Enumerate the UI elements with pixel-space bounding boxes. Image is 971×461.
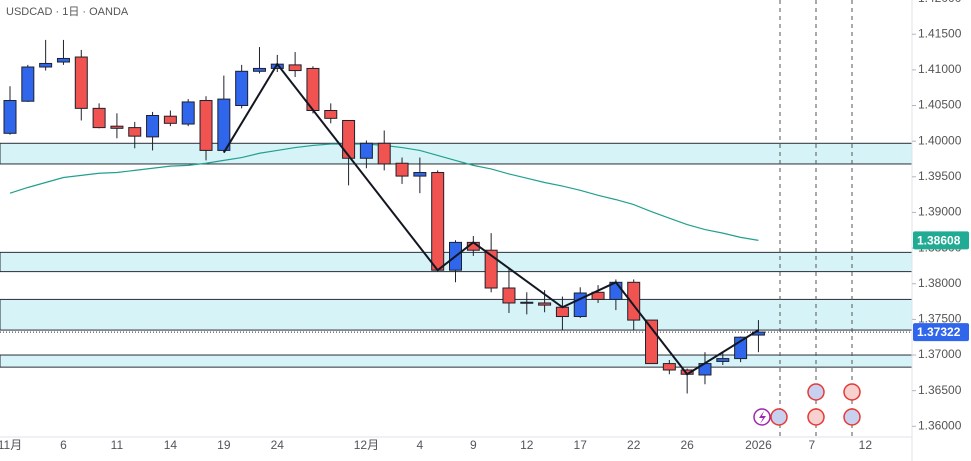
y-tick-label: 1.38000 — [918, 276, 962, 290]
zone — [0, 298, 913, 331]
price-label: 1.38608 — [917, 234, 961, 248]
y-tick-label: 1.37000 — [918, 347, 962, 361]
candle-body — [716, 358, 730, 362]
y-tick-label: 1.41500 — [918, 26, 962, 40]
y-tick-label: 1.39000 — [918, 205, 962, 219]
x-tick-label: 11月 — [0, 438, 22, 452]
candle-body — [74, 56, 88, 109]
event-icon[interactable] — [807, 408, 825, 426]
y-tick-label: 1.36500 — [918, 383, 962, 397]
candle-body — [217, 98, 231, 151]
chart-title: USDCAD · 1日 · OANDA — [6, 6, 129, 18]
price-label: 1.37322 — [917, 325, 961, 339]
event-icon[interactable] — [843, 408, 861, 426]
event-icon[interactable] — [770, 408, 788, 426]
event-icons — [753, 383, 861, 426]
price-label-box — [913, 323, 969, 342]
candle-body — [163, 115, 177, 124]
event-icon[interactable] — [807, 383, 825, 401]
candle-body — [413, 172, 427, 177]
candle-body — [92, 107, 106, 129]
candle-body — [538, 302, 552, 306]
y-tick-label: 1.42000 — [918, 0, 962, 5]
zigzag-line — [222, 62, 759, 376]
event-icon[interactable] — [843, 383, 861, 401]
candle-body — [591, 291, 605, 300]
x-tick-label: 26 — [680, 438, 694, 452]
event-icon-bolt — [759, 411, 766, 424]
x-tick-label: 24 — [271, 438, 285, 452]
zone — [0, 354, 913, 368]
y-tick-label: 1.39500 — [918, 169, 962, 183]
candle-body — [128, 127, 142, 137]
candle-body — [288, 64, 302, 72]
candle-body — [235, 70, 249, 107]
y-tick-label: 1.37500 — [918, 312, 962, 326]
y-tick-label: 1.41000 — [918, 62, 962, 76]
candle-body — [502, 287, 516, 304]
x-tick-label: 17 — [574, 438, 588, 452]
candle-body — [395, 162, 409, 177]
candle-body — [199, 100, 213, 151]
x-tick-label: 9 — [470, 438, 477, 452]
candle-body — [146, 114, 160, 138]
candle-body — [342, 119, 356, 159]
x-tick-label: 19 — [217, 438, 231, 452]
candle-body — [324, 109, 338, 119]
candle-body — [645, 319, 659, 365]
x-tick-label: 12 — [859, 438, 873, 452]
candle-body — [39, 62, 53, 68]
candle-body — [56, 57, 70, 63]
x-tick-label: 7 — [809, 438, 816, 452]
x-tick-label: 12月 — [354, 438, 379, 452]
x-tick-label: 6 — [60, 438, 67, 452]
x-tick-label: 11 — [111, 438, 124, 452]
candle-body — [181, 101, 195, 125]
x-tick-label: 22 — [627, 438, 641, 452]
x-tick-label: 2026 — [745, 438, 772, 452]
y-tick-label: 1.40500 — [918, 98, 962, 112]
candle-body — [484, 249, 498, 289]
y-tick-label: 1.40000 — [918, 133, 962, 147]
x-tick-label: 12 — [520, 438, 534, 452]
candle-body — [21, 66, 35, 102]
candle-body — [377, 142, 391, 165]
candle-body — [555, 306, 569, 318]
x-tick-label: 14 — [164, 438, 178, 452]
candle-body — [110, 125, 124, 129]
main-layer — [0, 39, 912, 394]
candle-body — [3, 100, 17, 134]
x-tick-label: 4 — [417, 438, 424, 452]
candle-body — [520, 301, 534, 304]
price-label-box — [913, 231, 969, 250]
candle-body — [359, 142, 373, 159]
y-tick-label: 1.36000 — [918, 418, 962, 432]
candle-body — [252, 67, 266, 72]
candle-body — [431, 172, 445, 271]
candle-body — [573, 292, 587, 318]
candle-body — [662, 363, 676, 371]
